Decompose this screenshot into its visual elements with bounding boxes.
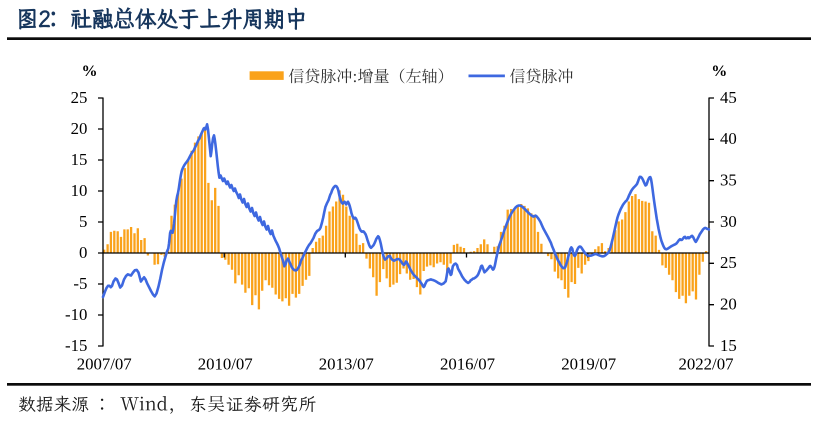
svg-text:%: % (82, 63, 98, 80)
svg-text:2019/07: 2019/07 (561, 354, 616, 373)
svg-text:%: % (711, 63, 727, 80)
svg-text:40: 40 (720, 129, 737, 148)
svg-text:20: 20 (720, 295, 737, 314)
svg-text:5: 5 (79, 212, 87, 231)
svg-text:15: 15 (720, 336, 737, 355)
svg-text:45: 45 (720, 88, 737, 107)
svg-text:35: 35 (720, 171, 737, 190)
svg-text:0: 0 (79, 243, 87, 262)
svg-text:2016/07: 2016/07 (440, 354, 495, 373)
svg-text:30: 30 (720, 212, 737, 231)
svg-text:-5: -5 (73, 274, 87, 293)
svg-text:-15: -15 (65, 336, 87, 355)
svg-text:2010/07: 2010/07 (198, 354, 253, 373)
svg-text:2013/07: 2013/07 (319, 354, 374, 373)
svg-text:25: 25 (720, 253, 737, 272)
svg-text:20: 20 (71, 119, 88, 138)
svg-text:15: 15 (71, 150, 88, 169)
svg-text:2022/07: 2022/07 (678, 354, 733, 373)
svg-text:25: 25 (71, 88, 88, 107)
svg-text:2007/07: 2007/07 (77, 354, 132, 373)
svg-text:10: 10 (71, 181, 88, 200)
svg-text:-10: -10 (65, 305, 87, 324)
